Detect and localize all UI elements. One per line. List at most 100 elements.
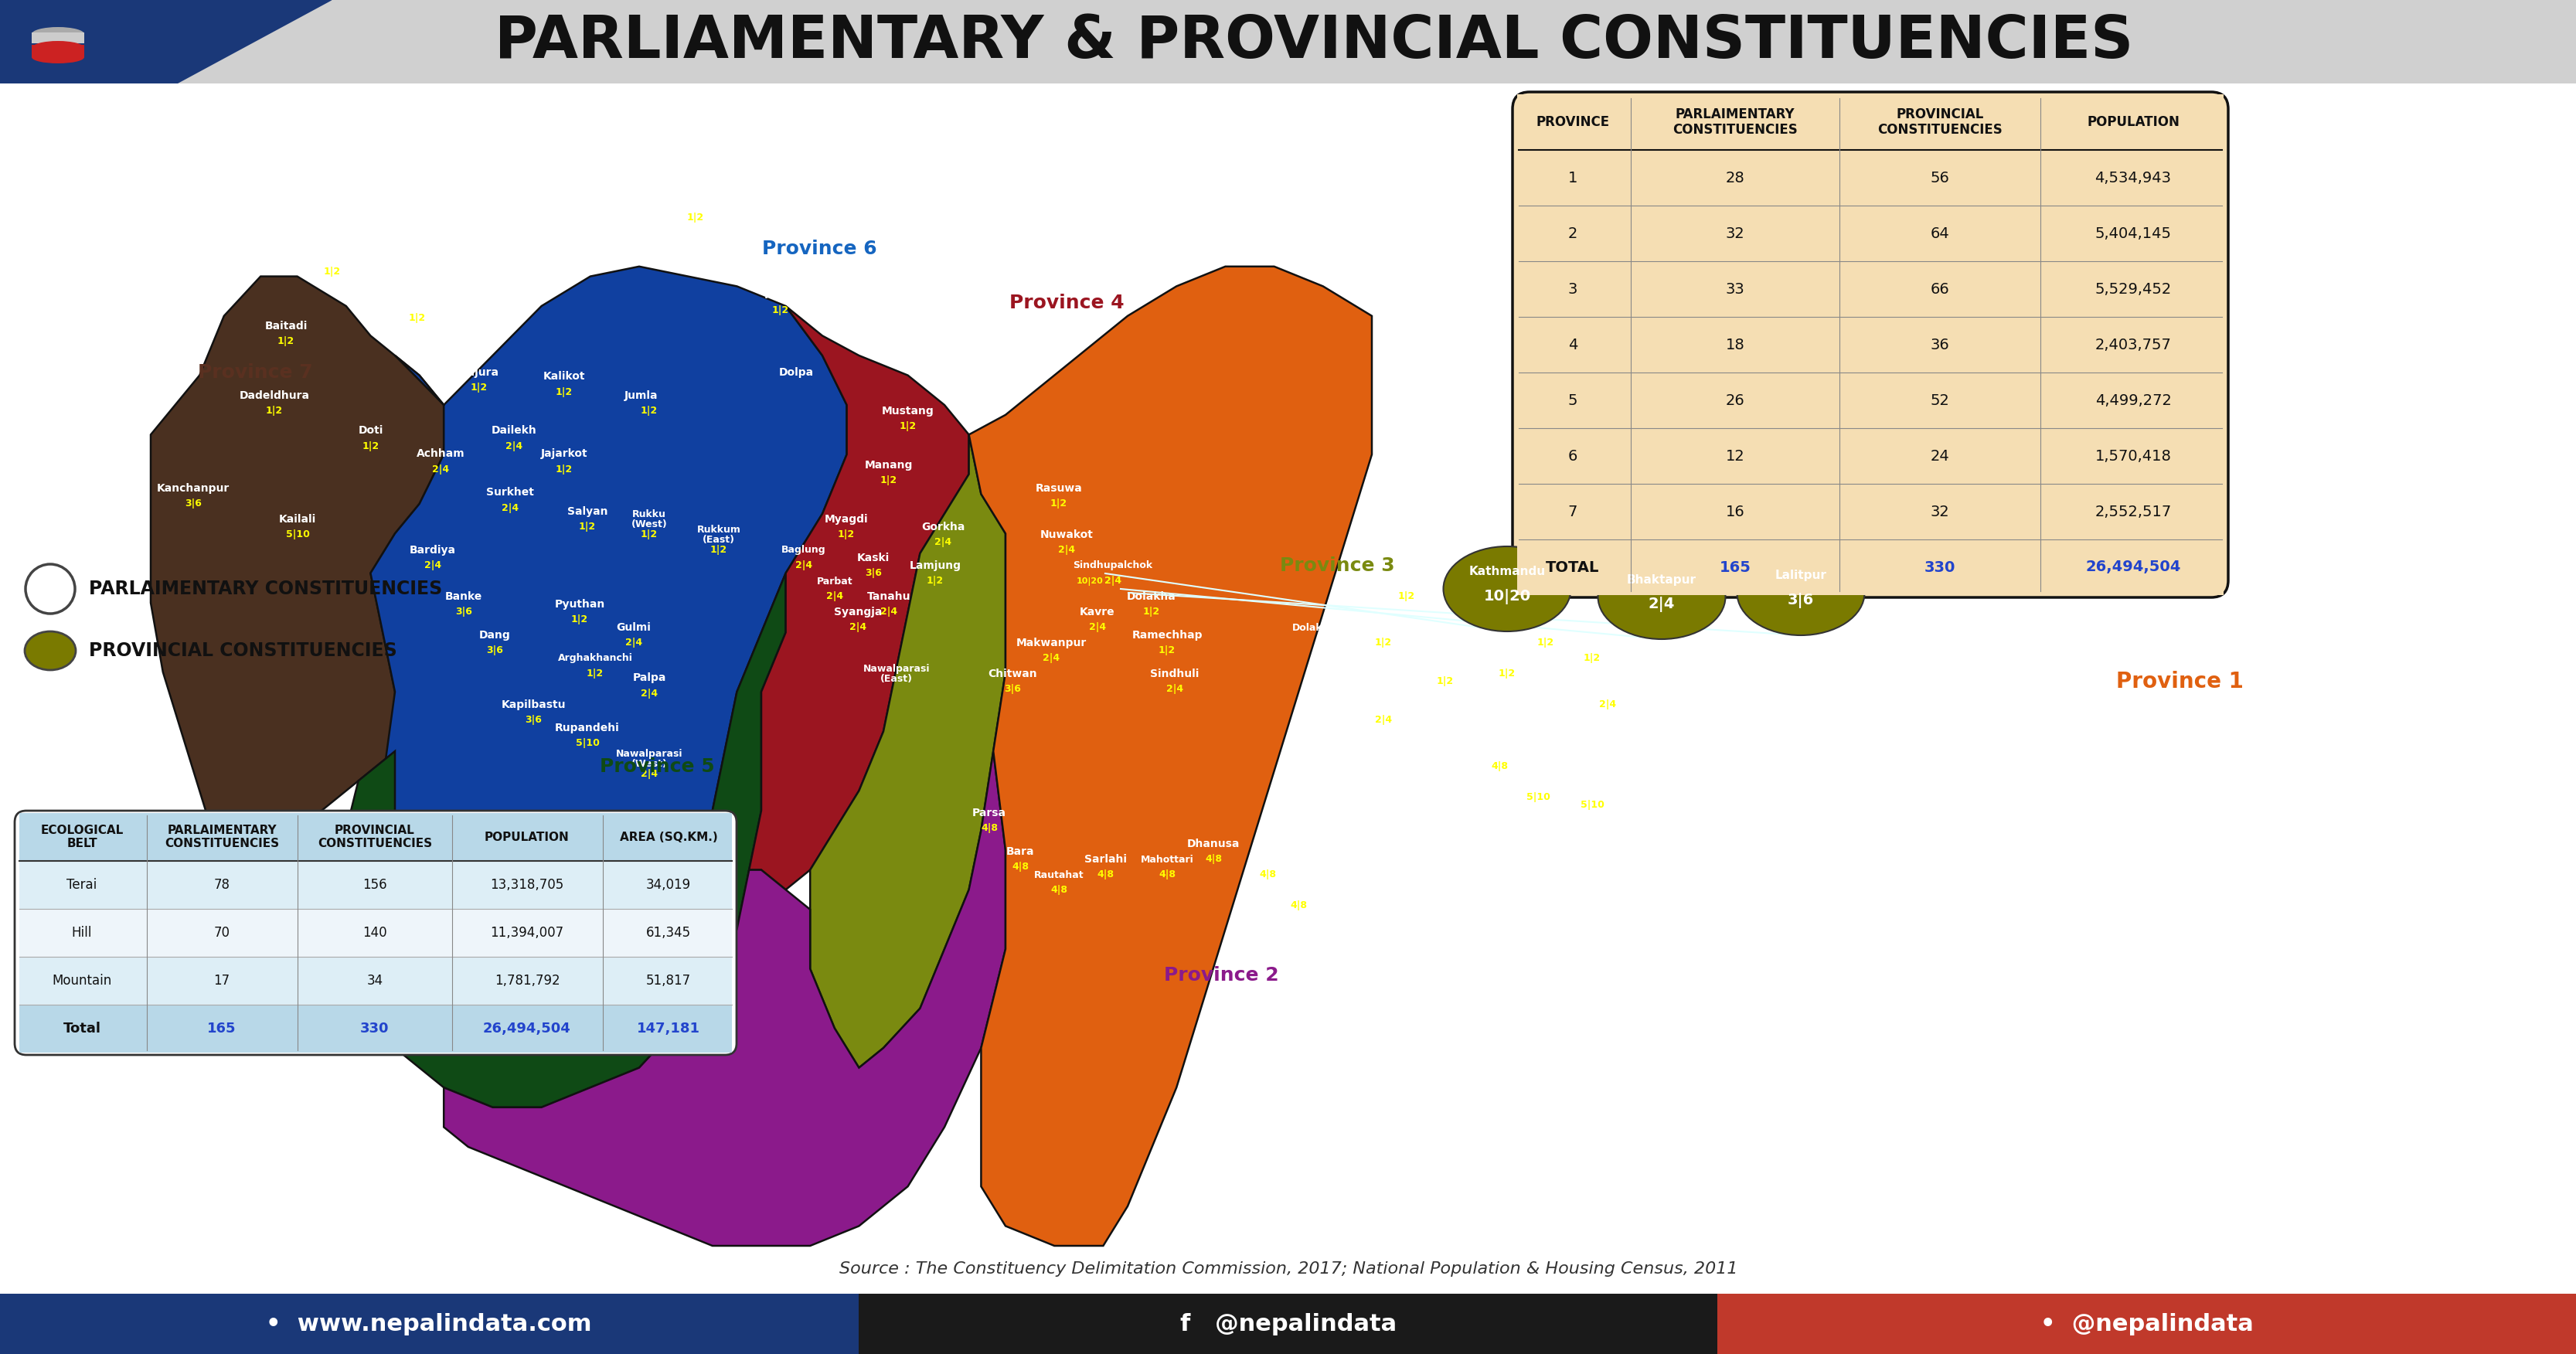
Text: Baglung: Baglung [781, 546, 827, 555]
Ellipse shape [1597, 554, 1726, 639]
Text: Rupandehi: Rupandehi [554, 723, 621, 734]
Text: Pyuthan: Pyuthan [554, 598, 605, 609]
Polygon shape [809, 435, 1005, 1068]
Text: 2|4: 2|4 [935, 538, 951, 547]
Bar [21, 861, 732, 909]
Text: 147,181: 147,181 [636, 1022, 701, 1036]
Text: 1|2: 1|2 [1584, 577, 1600, 586]
Text: 1|2: 1|2 [641, 406, 657, 416]
Ellipse shape [31, 51, 85, 64]
Text: Kaski: Kaski [858, 552, 889, 563]
Text: AREA (SQ.KM.): AREA (SQ.KM.) [621, 831, 719, 842]
Text: Dadeldhura: Dadeldhura [240, 390, 309, 401]
Text: 5|10: 5|10 [574, 738, 600, 749]
Text: 2|4: 2|4 [1600, 700, 1615, 709]
Text: Banke: Banke [446, 592, 482, 603]
Ellipse shape [31, 41, 85, 56]
Text: 165: 165 [1718, 561, 1752, 574]
Text: Rukkum
(East): Rukkum (East) [696, 525, 742, 544]
Text: 1|2: 1|2 [278, 337, 294, 347]
Ellipse shape [31, 12, 85, 28]
Text: 1,570,418: 1,570,418 [2094, 448, 2172, 463]
Text: Bhojpur: Bhojpur [1484, 653, 1530, 663]
Text: PROVINCIAL CONSTITUENCIES: PROVINCIAL CONSTITUENCIES [90, 642, 397, 659]
Text: 165: 165 [206, 1022, 237, 1036]
Text: PARLAIMENTARY
CONSTITUENCIES: PARLAIMENTARY CONSTITUENCIES [1672, 107, 1798, 137]
Text: 2|4: 2|4 [502, 502, 518, 513]
Text: Mountain: Mountain [52, 974, 111, 987]
Ellipse shape [1443, 547, 1571, 631]
Polygon shape [371, 267, 848, 890]
Text: 4|8: 4|8 [1012, 862, 1028, 872]
Text: 2|4: 2|4 [1043, 654, 1059, 663]
Text: 4|8: 4|8 [1159, 869, 1175, 880]
Text: Bardiya: Bardiya [410, 544, 456, 555]
Text: Lamjung: Lamjung [909, 561, 961, 571]
Text: Province 4: Province 4 [1010, 294, 1123, 313]
Text: 34: 34 [366, 974, 384, 987]
Text: 1|2: 1|2 [688, 213, 703, 223]
Text: Lalitpur: Lalitpur [1775, 570, 1826, 582]
Text: Mahottari: Mahottari [1141, 854, 1193, 864]
Text: Darchula: Darchula [307, 252, 361, 261]
Text: 1|2: 1|2 [773, 306, 788, 315]
Text: 16: 16 [1726, 504, 1744, 519]
Text: Ramechhap: Ramechhap [1131, 630, 1203, 640]
Text: Doti: Doti [358, 425, 384, 436]
Text: 11,394,007: 11,394,007 [489, 926, 564, 940]
Text: 1|2: 1|2 [1376, 638, 1391, 649]
Text: •  www.nepalindata.com: • www.nepalindata.com [265, 1312, 592, 1335]
Text: Dailekh: Dailekh [492, 425, 536, 436]
Text: Rautahat: Rautahat [1033, 869, 1084, 880]
Polygon shape [443, 751, 1005, 1246]
Text: Hill: Hill [72, 926, 93, 940]
Text: Arghakhanchi: Arghakhanchi [556, 654, 634, 663]
Text: Dolakha: Dolakha [1293, 623, 1337, 632]
Text: 4|8: 4|8 [1097, 869, 1113, 880]
Text: 1|2: 1|2 [265, 406, 283, 416]
Text: 5|10: 5|10 [1579, 800, 1605, 810]
Text: Kalikot: Kalikot [544, 371, 585, 382]
Text: 1|2: 1|2 [580, 523, 595, 532]
Text: PROVINCE: PROVINCE [1535, 115, 1610, 129]
Text: Morang: Morang [1515, 777, 1561, 788]
Text: 4|8: 4|8 [1260, 869, 1275, 880]
Text: Taplejung: Taplejung [1564, 561, 1620, 571]
Text: 1|2: 1|2 [837, 529, 855, 540]
Text: Jumla: Jumla [623, 390, 659, 401]
Text: Province 7: Province 7 [198, 363, 312, 382]
Text: Mugu: Mugu [765, 290, 799, 301]
Bar [0, 1293, 858, 1354]
Text: Sarlahi: Sarlahi [1084, 854, 1126, 865]
Text: Bhaktapur: Bhaktapur [1628, 574, 1698, 585]
Bar [31, 18, 85, 28]
Text: 1: 1 [1569, 171, 1577, 185]
Polygon shape [178, 0, 2576, 84]
Text: 156: 156 [363, 877, 386, 892]
Text: Myagdi: Myagdi [824, 515, 868, 525]
Text: Surkhet: Surkhet [487, 487, 533, 498]
Text: 4,499,272: 4,499,272 [2094, 393, 2172, 408]
Text: 1|2: 1|2 [1499, 669, 1515, 678]
Text: Tanahu: Tanahu [868, 592, 912, 603]
Text: 78: 78 [214, 877, 229, 892]
Text: 32: 32 [1726, 226, 1744, 241]
Text: 1|2: 1|2 [1159, 646, 1175, 655]
Text: Nepal
in
Data: Nepal in Data [103, 18, 157, 66]
Text: 1|2: 1|2 [1051, 498, 1066, 509]
Text: Parsa: Parsa [971, 807, 1007, 818]
Text: 2|4: 2|4 [505, 441, 523, 451]
Text: Achham: Achham [417, 448, 464, 459]
Text: POPULATION: POPULATION [2087, 115, 2179, 129]
Ellipse shape [26, 631, 75, 670]
Bar [0, 0, 178, 84]
Text: 140: 140 [363, 926, 386, 940]
Text: f   @nepalindata: f @nepalindata [1180, 1312, 1396, 1335]
Text: 61,345: 61,345 [647, 926, 690, 940]
Text: 2|4: 2|4 [1059, 546, 1074, 555]
Text: 34,019: 34,019 [647, 877, 690, 892]
Text: PROVINCIAL
CONSTITUENCIES: PROVINCIAL CONSTITUENCIES [317, 825, 433, 849]
Text: 33: 33 [1726, 282, 1744, 297]
Text: Panchthar: Panchthar [1564, 638, 1620, 649]
Text: 2|4: 2|4 [1376, 715, 1391, 726]
